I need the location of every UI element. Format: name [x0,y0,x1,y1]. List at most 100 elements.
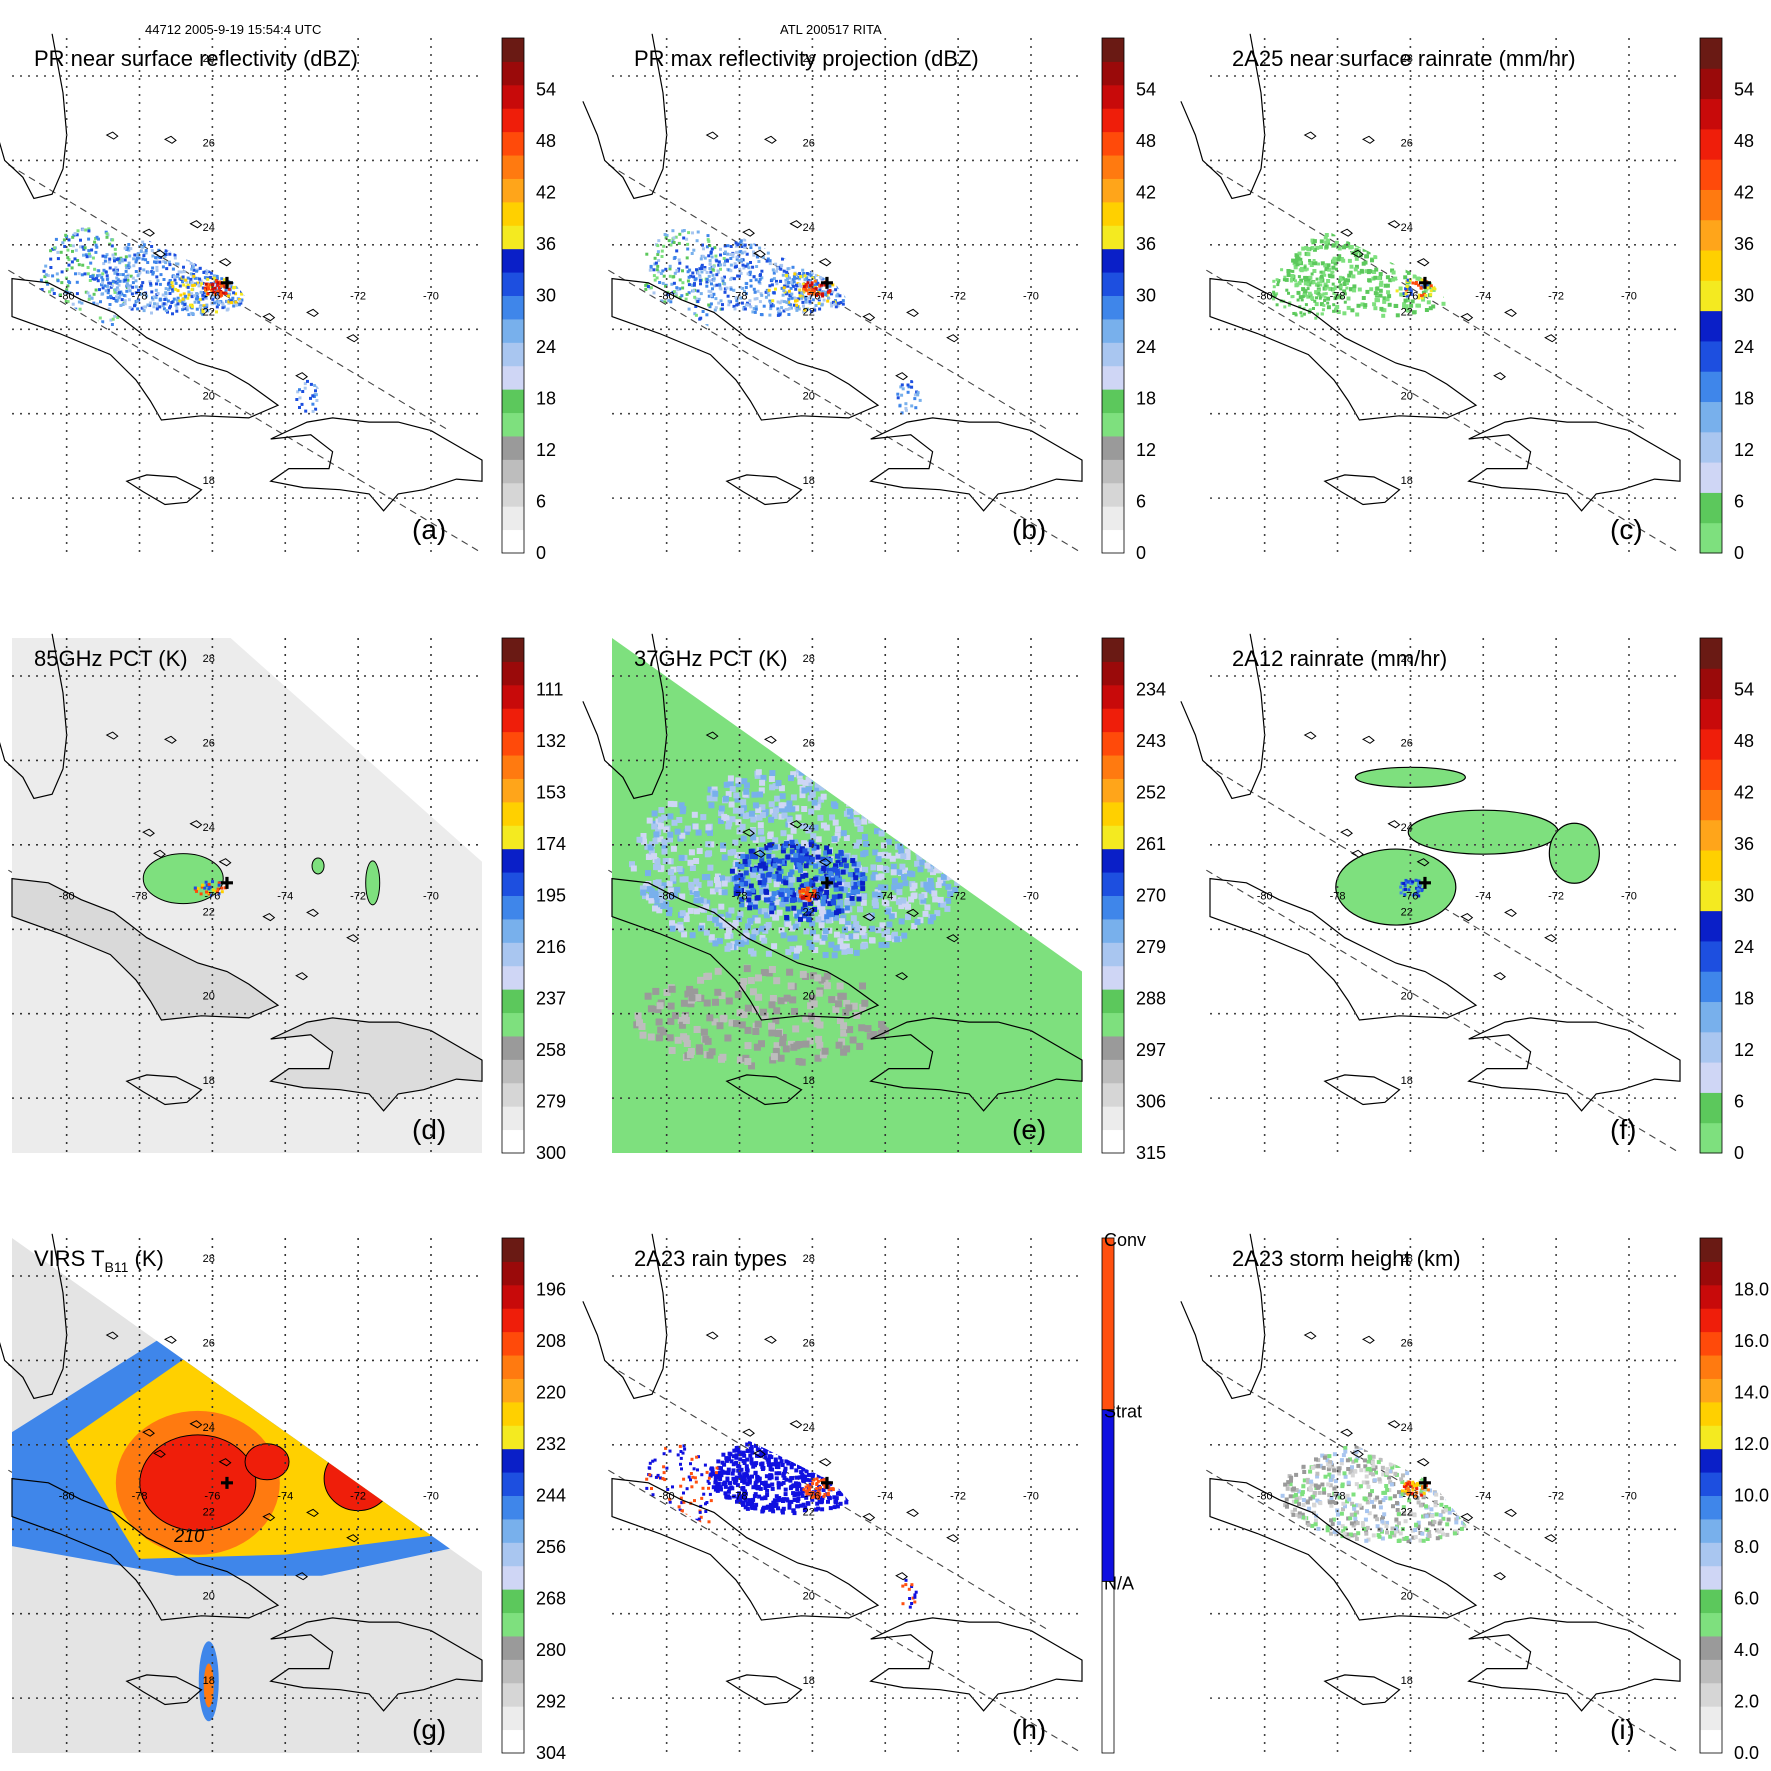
rain-pixel [1464,287,1469,292]
stratiform-pixel [820,1453,825,1458]
tb-pixel [849,1036,857,1044]
tb-pixel [747,905,753,911]
rain-pixel [1291,258,1296,263]
rain-pixel [1432,271,1437,276]
refl-pixel [756,289,760,293]
refl-pixel [744,264,748,268]
refl-pixel [901,387,905,391]
rain-pixel [1383,283,1388,288]
tb-pixel [928,882,935,889]
storm-center-marker [820,876,833,889]
refl-pixel [739,239,743,243]
tb-pixel [739,984,747,992]
lat-label: 18 [1401,475,1413,487]
refl-pixel [803,295,807,299]
stratiform-pixel [795,1504,800,1509]
colorbar-swatch [502,1659,524,1684]
refl-pixel [213,277,217,281]
tb-pixel [785,949,792,956]
rain-pixel [1280,268,1284,272]
refl-pixel [215,305,219,309]
stratiform-pixel [806,1454,811,1459]
refl-pixel [115,281,119,285]
stratiform-pixel [853,1464,858,1468]
tb-pixel [719,875,725,882]
tb-pixel [803,863,809,869]
refl-pixel [867,274,871,277]
tb-pixel [768,816,775,823]
refl-pixel [203,306,207,310]
tb-pixel [756,814,763,821]
tb-pixel [810,929,816,936]
stratiform-pixel [858,1458,863,1463]
island-outline [1340,828,1353,837]
refl-pixel [717,301,721,305]
tb-pixel [692,886,699,893]
refl-pixel [193,300,197,304]
swath-edge-line [1206,164,1648,432]
refl-pixel [201,297,205,301]
refl-pixel [51,247,54,251]
tb-pixel [715,920,722,927]
tb-pixel [205,883,209,887]
rain-pixel [1386,251,1391,256]
colorbar-swatch [502,661,524,686]
refl-pixel [756,255,760,259]
tb-pixel [875,856,882,863]
tb-pixel [899,863,906,870]
refl-pixel [751,265,755,269]
refl-pixel [236,247,239,251]
tb-pixel [684,990,692,998]
rain-pixel [1424,234,1429,239]
colorbar-swatch [1102,778,1124,803]
rain-pixel [1409,292,1413,296]
stratiform-pixel [783,1469,787,1474]
tb-pixel [922,910,929,917]
rain-pixel [1303,275,1308,280]
rain-pixel [1324,284,1328,288]
tb-pixel [851,885,857,891]
rain-pixel [1413,234,1417,239]
tb-pixel [878,873,885,880]
tb-pixel [895,898,902,905]
tb-pixel [201,883,204,887]
tb-pixel [718,805,725,812]
tb-pixel [898,903,905,910]
tb-pixel [769,909,775,915]
refl-pixel [161,265,165,269]
stratiform-pixel [723,1491,728,1496]
tb-pixel [751,929,758,936]
tb-pixel [824,914,830,920]
tb-pixel [735,819,742,826]
rain-pixel [1369,287,1374,292]
refl-pixel [771,304,775,308]
refl-pixel [705,284,709,288]
tb-pixel [776,876,782,882]
tb-pixel [885,935,892,941]
tb-pixel [862,876,868,882]
refl-pixel [55,272,59,276]
refl-pixel [180,241,184,245]
tb-pixel [871,891,878,898]
tb-pixel [856,839,863,846]
refl-pixel [239,284,243,288]
stratiform-pixel [753,1483,758,1488]
tb-pixel [860,899,867,906]
colorbar-swatch [502,1106,524,1131]
rain-pixel [1315,277,1319,281]
stratiform-pixel [766,1504,771,1509]
tb-pixel [763,912,770,919]
refl-pixel [806,307,810,311]
refl-pixel [777,311,781,315]
refl-pixel [177,270,181,274]
refl-pixel [664,267,668,271]
rain-pixel [1331,232,1336,237]
refl-pixel [840,254,844,258]
colorbar-swatch [1102,965,1124,990]
refl-pixel [827,255,831,259]
swath-edge-line [608,269,1083,554]
stratiform-pixel [766,1446,771,1451]
refl-pixel [896,392,900,396]
refl-pixel [89,275,92,278]
